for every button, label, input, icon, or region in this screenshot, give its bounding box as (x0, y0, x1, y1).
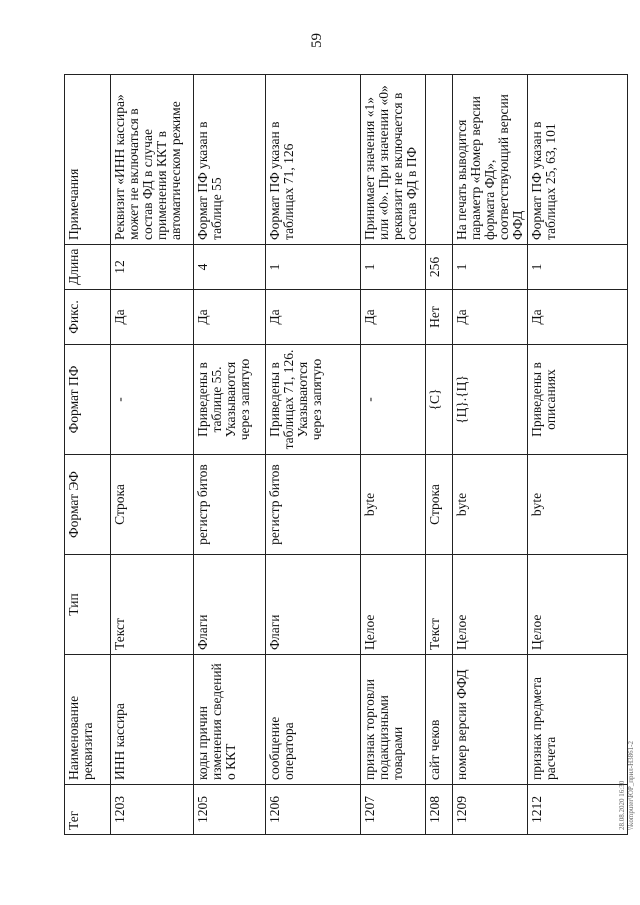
header-fixed: Фикс. (64, 289, 111, 345)
cell-type: Целое (360, 554, 426, 655)
cell-name: признак предмета расчета (527, 654, 628, 785)
cell-format-pf: {Ц}.{Ц} (452, 344, 528, 455)
table-row: 1208 сайт чеков Текст Строка {С} Нет 256 (425, 74, 453, 835)
cell-length: 4 (193, 244, 266, 290)
cell-format-pf: Приведены в таблицах 71, 126. Указываютс… (265, 344, 361, 455)
cell-fixed: Нет (425, 289, 453, 345)
cell-fixed: Да (360, 289, 426, 345)
table-row: 1203 ИНН кассира Текст Строка - Да 12 Реквизит … (110, 74, 194, 835)
cell-length: 1 (527, 244, 628, 290)
document-table-rotated: Тег Наименование реквизита Тип Формат ЭФ Фор… (64, 74, 628, 835)
cell-format-ef: byte (360, 454, 426, 555)
cell-length: 1 (452, 244, 528, 290)
cell-format-pf: {С} (425, 344, 453, 455)
cell-tag: 1209 (452, 784, 528, 835)
cell-format-ef: регистр битов (265, 454, 361, 555)
cell-fixed: Да (110, 289, 194, 345)
cell-format-ef: регистр битов (193, 454, 266, 555)
cell-fixed: Да (265, 289, 361, 345)
cell-name: признак торговли подакцизными товарами (360, 654, 426, 785)
cell-notes: Принимает значения «1» или «0». При знач… (360, 74, 426, 245)
page-number: 59 (309, 33, 325, 48)
table-row: 1212 признак предмета расчета Целое byte При… (527, 74, 628, 835)
cell-notes: Реквизит «ИНН кассира» может не включать… (110, 74, 194, 245)
cell-type: Текст (110, 554, 194, 655)
header-name: Наименование реквизита (64, 654, 111, 785)
cell-type: Флаги (265, 554, 361, 655)
table-row: 1206 сообщение оператора Флаги регистр бито… (265, 74, 361, 835)
requisites-table: Тег Наименование реквизита Тип Формат ЭФ Фор… (64, 74, 628, 835)
cell-type: Флаги (193, 554, 266, 655)
cell-format-ef: byte (527, 454, 628, 555)
cell-type: Целое (527, 554, 628, 655)
cell-name: номер версии ФФД (452, 654, 528, 785)
cell-fixed: Да (193, 289, 266, 345)
header-length: Длина (64, 244, 111, 290)
table-header-row: Тег Наименование реквизита Тип Формат ЭФ Фор… (64, 74, 111, 835)
cell-tag: 1206 (265, 784, 361, 835)
table-row: 1205 коды причин изменения сведений о ККТ… (193, 74, 266, 835)
table-row: 1209 номер версии ФФД Целое byte {Ц}.{Ц} Да 1 Н… (452, 74, 528, 835)
cell-name: сообщение оператора (265, 654, 361, 785)
cell-format-pf: Приведены в описаниях (527, 344, 628, 455)
cell-tag: 1203 (110, 784, 194, 835)
cell-name: сайт чеков (425, 654, 453, 785)
file-stamp: 28.08.2020 16:30 \\komputer\ЮР_прил-H386… (618, 741, 636, 830)
stamp-date: 28.08.2020 16:30 (618, 780, 626, 830)
cell-fixed: Да (527, 289, 628, 345)
table-row: 1207 признак торговли подакцизными товара… (360, 74, 426, 835)
cell-length: 1 (360, 244, 426, 290)
cell-tag: 1212 (527, 784, 628, 835)
header-format-ef: Формат ЭФ (64, 454, 111, 555)
header-format-pf: Формат ПФ (64, 344, 111, 455)
cell-notes: Формат ПФ указан в таблице 55 (193, 74, 266, 245)
cell-notes: Формат ПФ указан в таблицах 25, 63, 101 (527, 74, 628, 245)
header-notes: Примечания (64, 74, 111, 245)
cell-notes (425, 74, 453, 245)
cell-tag: 1208 (425, 784, 453, 835)
cell-length: 1 (265, 244, 361, 290)
cell-fixed: Да (452, 289, 528, 345)
cell-tag: 1205 (193, 784, 266, 835)
cell-type: Текст (425, 554, 453, 655)
cell-format-ef: Строка (110, 454, 194, 555)
cell-format-pf: - (360, 344, 426, 455)
cell-format-ef: byte (452, 454, 528, 555)
cell-notes: На печать выводится параметр «Номер верс… (452, 74, 528, 245)
cell-notes: Формат ПФ указан в таблицах 71, 126 (265, 74, 361, 245)
cell-length: 12 (110, 244, 194, 290)
cell-length: 256 (425, 244, 453, 290)
header-type: Тип (64, 554, 111, 655)
cell-name: ИНН кассира (110, 654, 194, 785)
cell-tag: 1207 (360, 784, 426, 835)
cell-format-ef: Строка (425, 454, 453, 555)
header-tag: Тег (64, 784, 111, 835)
cell-format-pf: Приведены в таблице 55. Указываются чере… (193, 344, 266, 455)
stamp-path: \\komputer\ЮР_прил-H3861-2 (627, 741, 635, 830)
cell-format-pf: - (110, 344, 194, 455)
cell-type: Целое (452, 554, 528, 655)
cell-name: коды причин изменения сведений о ККТ (193, 654, 266, 785)
